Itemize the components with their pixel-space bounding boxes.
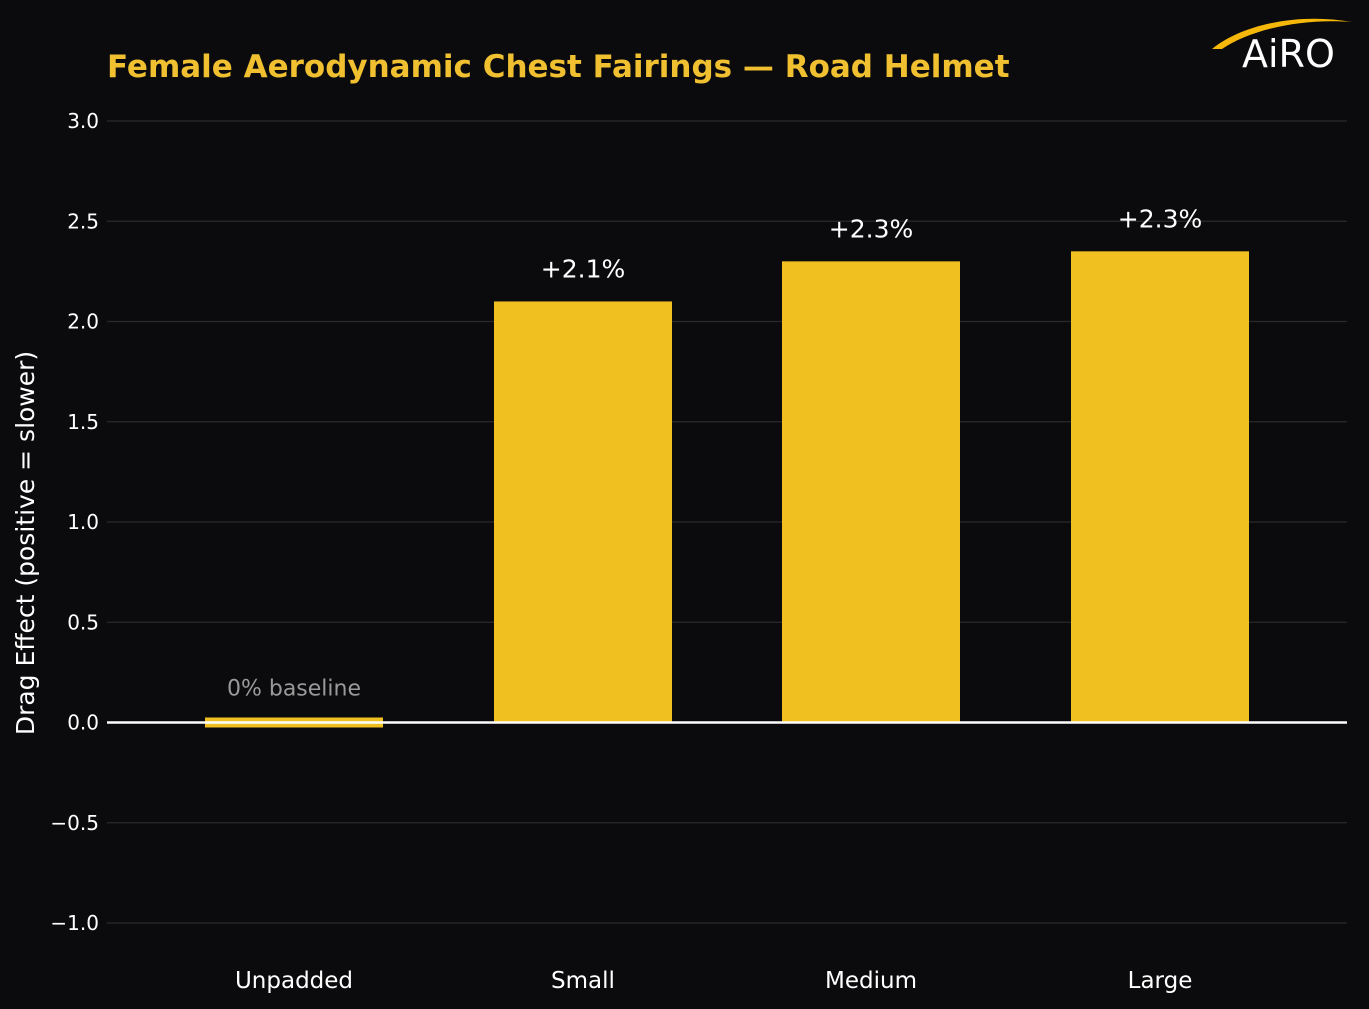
category-labels: Unpadded Small Medium Large — [235, 968, 1192, 994]
y-tick-label: 1.5 — [67, 410, 99, 434]
category-label-medium: Medium — [825, 968, 917, 994]
y-tick-label: 1.0 — [67, 510, 99, 534]
bar-value-label: +2.1% — [541, 254, 625, 283]
y-tick-labels: 3.0 2.5 2.0 1.5 1.0 0.5 0.0 −0.5 −1.0 — [50, 109, 99, 935]
y-axis-label: Drag Effect (positive = slower) — [11, 351, 40, 735]
logo-text: AiRO — [1242, 32, 1335, 76]
grid-lines — [107, 120, 1347, 924]
y-tick-label: −0.5 — [50, 811, 99, 835]
bar-value-label: +2.3% — [829, 214, 913, 243]
category-label-large: Large — [1128, 968, 1193, 994]
bars — [205, 251, 1249, 728]
bar-medium — [782, 261, 960, 723]
y-tick-label: −1.0 — [50, 911, 99, 935]
y-tick-label: 0.5 — [67, 610, 99, 634]
airo-logo: AiRO — [1212, 18, 1352, 76]
bar-value-labels: 0% baseline +2.1% +2.3% +2.3% — [227, 204, 1202, 701]
chart-title: Female Aerodynamic Chest Fairings — Road… — [107, 49, 1010, 85]
bar-large — [1071, 251, 1249, 723]
baseline-label: 0% baseline — [227, 677, 361, 702]
y-tick-label: 2.5 — [67, 209, 99, 233]
y-tick-label: 3.0 — [67, 109, 99, 133]
bar-small — [494, 301, 672, 723]
logo-swoosh-icon — [1212, 18, 1352, 49]
category-label-unpadded: Unpadded — [235, 968, 353, 994]
y-tick-label: 2.0 — [67, 310, 99, 334]
bar-value-label: +2.3% — [1118, 204, 1202, 233]
y-tick-label: 0.0 — [67, 711, 99, 735]
category-label-small: Small — [551, 968, 615, 994]
